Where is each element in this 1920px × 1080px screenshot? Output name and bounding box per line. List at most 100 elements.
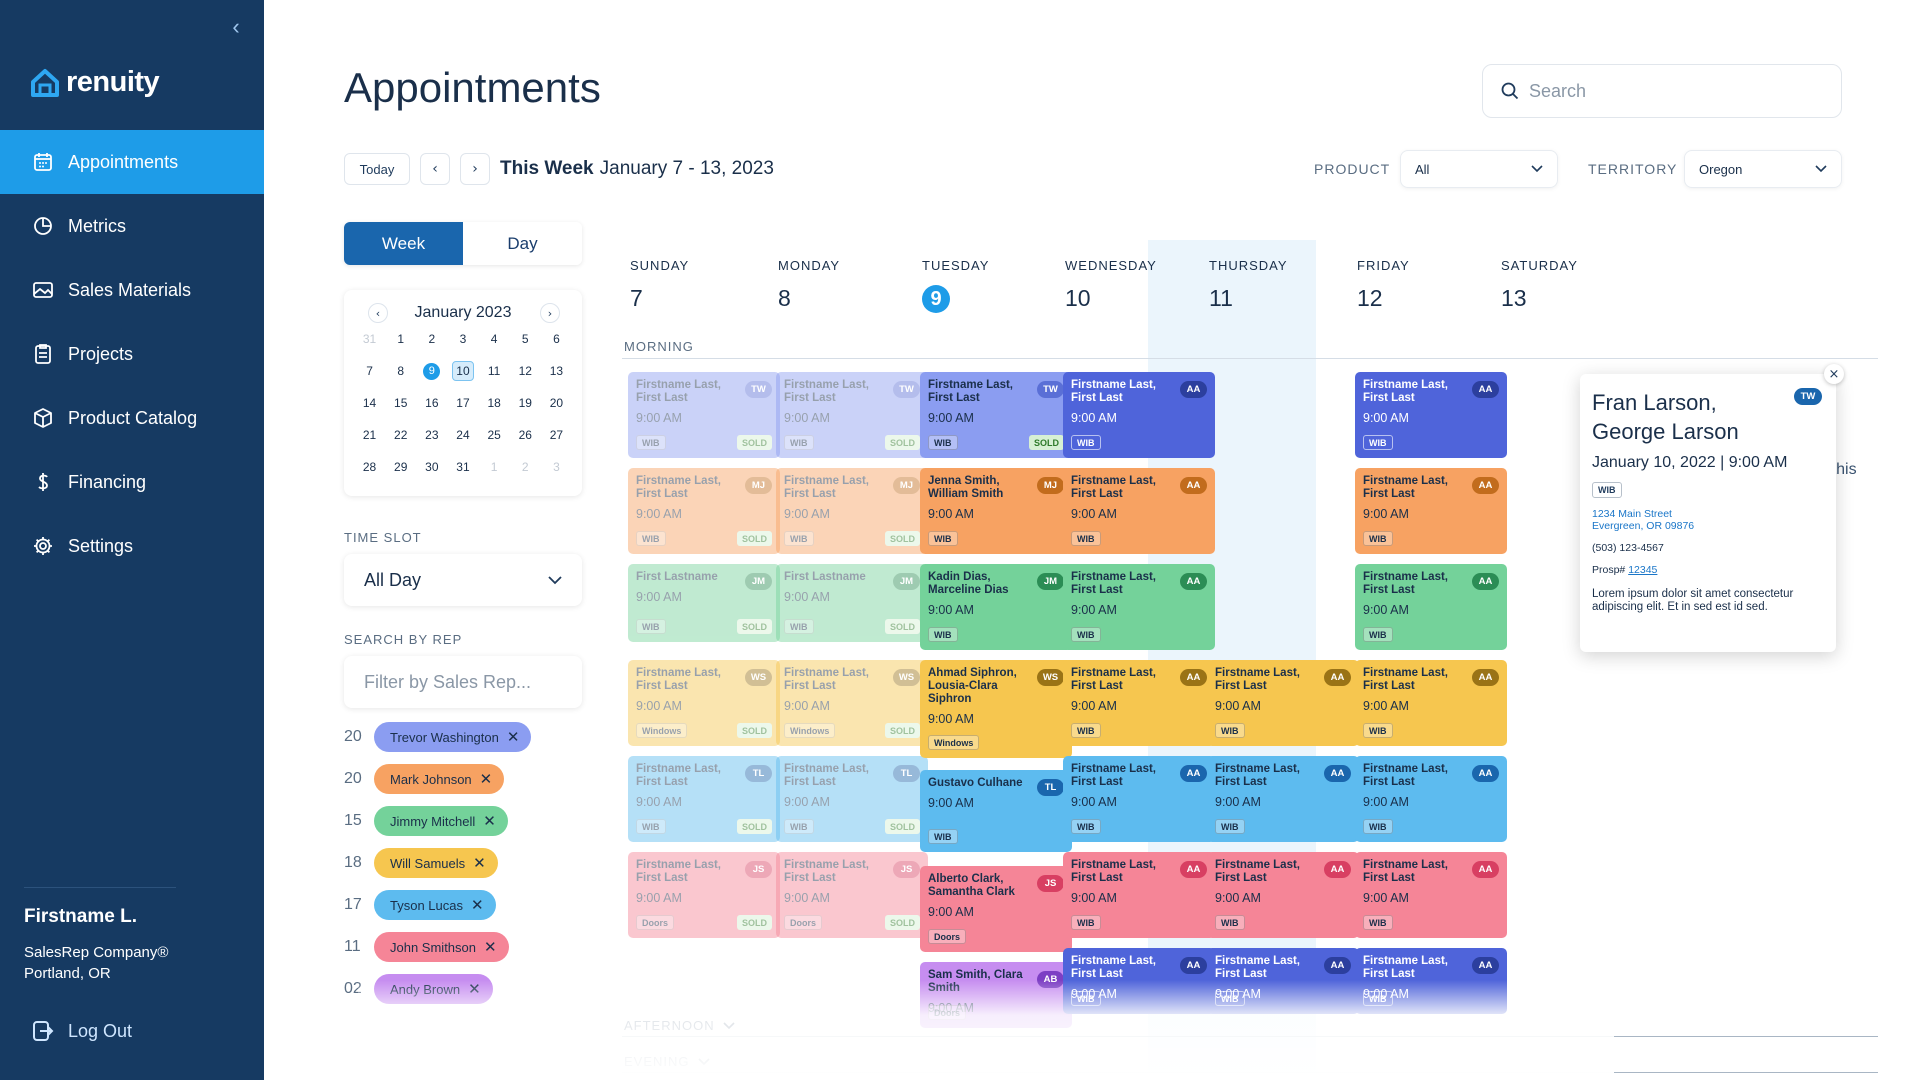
today-button[interactable]: Today [344, 153, 410, 185]
appointment-card[interactable]: Firstname Last, First Last 9:00 AM AA WIB [1355, 660, 1507, 746]
appointment-card[interactable]: First Lastname 9:00 AM JM WIB SOLD [776, 564, 928, 642]
logout-button[interactable]: Log Out [32, 1020, 132, 1042]
mini-calendar-day[interactable]: 21 [354, 419, 385, 451]
appointment-card[interactable]: Firstname Last, First Last 9:00 AM MJ WIB SO… [628, 468, 780, 554]
remove-rep-icon[interactable]: ✕ [506, 727, 520, 746]
day-header[interactable]: SATURDAY 13 [1501, 258, 1578, 312]
close-icon[interactable]: × [1824, 364, 1844, 384]
appointment-card[interactable]: Firstname Last, First Last 9:00 AM AA WIB [1355, 948, 1507, 1014]
mini-calendar-day[interactable]: 9 [416, 355, 447, 387]
rep-chip[interactable]: Will Samuels ✕ [374, 848, 498, 878]
afternoon-section-toggle[interactable]: AFTERNOON [624, 1018, 735, 1033]
mini-calendar-day[interactable]: 31 [447, 451, 478, 483]
mini-calendar-day[interactable]: 31 [354, 323, 385, 355]
remove-rep-icon[interactable]: ✕ [473, 853, 486, 872]
mini-calendar-day[interactable]: 27 [541, 419, 572, 451]
mini-calendar-day[interactable]: 3 [541, 451, 572, 483]
mini-calendar-day[interactable]: 7 [354, 355, 385, 387]
rep-chip[interactable]: Andy Brown ✕ [374, 974, 493, 1004]
appointment-card[interactable]: Firstname Last, First Last 9:00 AM AA WIB [1063, 468, 1215, 554]
appointment-card[interactable]: Firstname Last, First Last 9:00 AM AA WIB [1355, 756, 1507, 842]
mini-calendar-day[interactable]: 12 [510, 355, 541, 387]
mini-calendar-day[interactable]: 17 [447, 387, 478, 419]
appointment-card[interactable]: Firstname Last, First Last 9:00 AM AA WIB [1207, 852, 1359, 938]
appointment-card[interactable]: Firstname Last, First Last 9:00 AM JS Doors… [776, 852, 928, 938]
week-view-button[interactable]: Week [344, 222, 463, 265]
appointment-card[interactable]: Firstname Last, First Last 9:00 AM WS Windo… [776, 660, 928, 746]
mini-calendar-day[interactable]: 30 [416, 451, 447, 483]
territory-select[interactable]: Oregon [1684, 150, 1842, 188]
mini-calendar-day[interactable]: 26 [510, 419, 541, 451]
prev-week-button[interactable]: ‹ [420, 153, 450, 185]
day-header[interactable]: FRIDAY 12 [1357, 258, 1410, 312]
appointment-card[interactable]: Firstname Last, First Last 9:00 AM WS Windo… [628, 660, 780, 746]
sidebar-item-appointments[interactable]: Appointments [0, 130, 264, 194]
mini-calendar-day[interactable]: 20 [541, 387, 572, 419]
mini-calendar-day[interactable]: 3 [447, 323, 478, 355]
popover-address-line1[interactable]: 1234 Main Street [1592, 508, 1672, 520]
mini-calendar-day[interactable]: 23 [416, 419, 447, 451]
appointment-card[interactable]: Firstname Last, First Last 9:00 AM AA WIB [1207, 660, 1359, 746]
appointment-card[interactable]: Firstname Last, First Last 9:00 AM AA WIB [1063, 756, 1215, 842]
appointment-card[interactable]: Gustavo Culhane 9:00 AM TL WIB [920, 770, 1072, 852]
mini-calendar-day[interactable]: 5 [510, 323, 541, 355]
time-slot-select[interactable]: All Day [344, 554, 582, 606]
mini-calendar-day[interactable]: 24 [447, 419, 478, 451]
search-box[interactable] [1482, 64, 1842, 118]
appointment-card[interactable]: Firstname Last, First Last 9:00 AM AA WIB [1207, 948, 1359, 1014]
next-month-button[interactable]: › [540, 303, 560, 323]
appointment-card[interactable]: Firstname Last, First Last 9:00 AM TL WIB SO… [776, 756, 928, 842]
appointment-card[interactable]: Sam Smith, Clara Smith 9:00 AM AB Doors [920, 962, 1072, 1028]
mini-calendar-day[interactable]: 10 [447, 355, 478, 387]
appointment-card[interactable]: Firstname Last, First Last 9:00 AM AA WIB [1063, 564, 1215, 650]
mini-calendar-day[interactable]: 1 [385, 323, 416, 355]
mini-calendar-day[interactable]: 22 [385, 419, 416, 451]
mini-calendar-day[interactable]: 2 [416, 323, 447, 355]
appointment-card[interactable]: Firstname Last, First Last 9:00 AM AA WIB [1063, 660, 1215, 746]
mini-calendar-day[interactable]: 2 [510, 451, 541, 483]
day-header[interactable]: SUNDAY 7 [630, 258, 689, 312]
sidebar-item-sales-materials[interactable]: Sales Materials [0, 258, 264, 322]
product-select[interactable]: All [1400, 150, 1558, 188]
appointment-card[interactable]: Firstname Last, First Last 9:00 AM AA WIB [1355, 468, 1507, 554]
mini-calendar-day[interactable]: 25 [479, 419, 510, 451]
mini-calendar-day[interactable]: 8 [385, 355, 416, 387]
mini-calendar-day[interactable]: 18 [479, 387, 510, 419]
sidebar-item-settings[interactable]: Settings [0, 514, 264, 578]
appointment-card[interactable]: Firstname Last, First Last 9:00 AM AA WIB [1355, 372, 1507, 458]
appointment-card[interactable]: Firstname Last, First Last 9:00 AM AA WIB [1063, 948, 1215, 1014]
rep-filter-box[interactable] [344, 656, 582, 708]
mini-calendar-day[interactable]: 19 [510, 387, 541, 419]
evening-section-toggle[interactable]: EVENING [624, 1054, 710, 1069]
sidebar-item-projects[interactable]: Projects [0, 322, 264, 386]
prev-month-button[interactable]: ‹ [368, 303, 388, 323]
appointment-card[interactable]: First Lastname 9:00 AM JM WIB SOLD [628, 564, 780, 642]
sidebar-item-metrics[interactable]: Metrics [0, 194, 264, 258]
appointment-card[interactable]: Kadin Dias, Marceline Dias 9:00 AM JM WIB [920, 564, 1072, 650]
appointment-card[interactable]: Firstname Last, First Last 9:00 AM TW WIB SO… [628, 372, 780, 458]
mini-calendar-day[interactable]: 4 [479, 323, 510, 355]
appointment-card[interactable]: Firstname Last, First Last 9:00 AM AA WIB [1355, 564, 1507, 650]
day-header[interactable]: TUESDAY 9 [922, 258, 989, 313]
mini-calendar-day[interactable]: 11 [479, 355, 510, 387]
rep-chip[interactable]: Trevor Washington ✕ [374, 722, 532, 752]
mini-calendar-day[interactable]: 15 [385, 387, 416, 419]
remove-rep-icon[interactable]: ✕ [468, 979, 481, 998]
remove-rep-icon[interactable]: ✕ [479, 769, 493, 788]
day-view-button[interactable]: Day [463, 222, 582, 265]
rep-chip[interactable]: Mark Johnson ✕ [374, 764, 505, 794]
mini-calendar-day[interactable]: 16 [416, 387, 447, 419]
day-header[interactable]: WEDNESDAY 10 [1065, 258, 1157, 312]
search-input[interactable] [1529, 80, 1809, 102]
day-header[interactable]: MONDAY 8 [778, 258, 840, 312]
rep-chip[interactable]: John Smithson ✕ [374, 932, 509, 962]
next-week-button[interactable]: › [460, 153, 490, 185]
remove-rep-icon[interactable]: ✕ [484, 937, 497, 956]
remove-rep-icon[interactable]: ✕ [483, 811, 496, 830]
appointment-card[interactable]: Firstname Last, First Last 9:00 AM AA WIB [1063, 372, 1215, 458]
mini-calendar-day[interactable]: 13 [541, 355, 572, 387]
appointment-card[interactable]: Firstname Last, First Last 9:00 AM AA WIB [1063, 852, 1215, 938]
appointment-card[interactable]: Firstname Last, First Last 9:00 AM TW WIB SO… [776, 372, 928, 458]
mini-calendar-day[interactable]: 6 [541, 323, 572, 355]
mini-calendar-day[interactable]: 29 [385, 451, 416, 483]
